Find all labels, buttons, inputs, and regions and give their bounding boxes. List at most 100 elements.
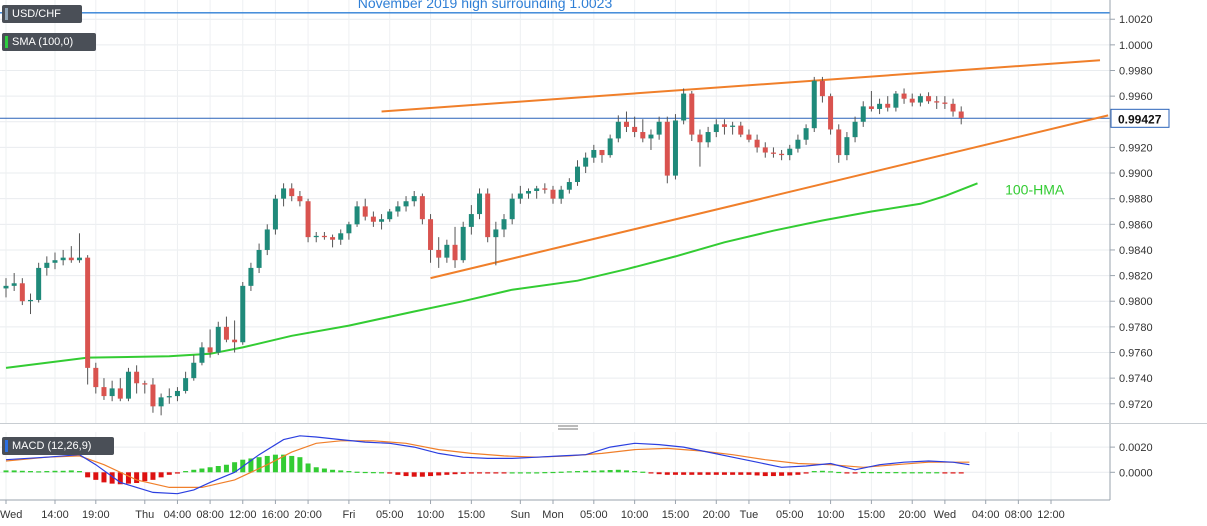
candle-body [623, 121, 629, 127]
macd-histogram-bar [330, 469, 336, 473]
candle-body [526, 190, 532, 194]
macd-histogram-bar [958, 472, 964, 474]
y-tick-label: 0.9800 [1119, 296, 1153, 308]
macd-histogram-bar [313, 467, 319, 473]
candle-body [909, 98, 915, 103]
grid-lines [0, 0, 1110, 500]
candle [313, 232, 319, 243]
candle-body [289, 188, 295, 197]
candle-body [166, 396, 172, 398]
candle-body [893, 93, 899, 108]
y-tick-label: 0.9900 [1119, 168, 1153, 180]
y-tick-label: 0.9760 [1119, 348, 1153, 360]
candle [607, 134, 613, 158]
macd-histogram-bar [19, 470, 25, 473]
candle [444, 239, 450, 263]
candle [207, 329, 213, 358]
y-tick-label: 0.9720 [1119, 399, 1153, 411]
x-tick-label: Thu [135, 509, 154, 521]
macd-histogram-bar [354, 471, 360, 473]
current-price-box [1110, 108, 1170, 128]
macd-histogram-bar [950, 472, 956, 474]
y-tick-label: 0.9740 [1119, 373, 1153, 385]
candle [689, 91, 695, 141]
macd-histogram-bar [738, 472, 744, 475]
symbol-label[interactable]: USD/CHF [2, 5, 82, 23]
candle-body [68, 257, 74, 261]
candle [395, 201, 401, 217]
macd-histogram-bar [174, 472, 180, 474]
macd-histogram-bar [828, 471, 834, 473]
candle-body [452, 244, 458, 261]
candle-body [836, 129, 842, 156]
candle [501, 214, 507, 238]
macd-histogram-bar [648, 472, 654, 474]
candle [297, 190, 303, 207]
macd-histogram-bar [101, 472, 107, 483]
macd-histogram-bar [428, 472, 434, 477]
x-tick-label: 20:00 [294, 509, 322, 521]
candle [215, 321, 221, 356]
macd-histogram-bar [868, 472, 874, 474]
candle [468, 205, 474, 235]
macd-histogram-bar [27, 471, 33, 473]
x-tick-label: Wed [934, 509, 956, 521]
macd-histogram-bar [256, 457, 262, 473]
macd-histogram-bar [615, 469, 621, 473]
macd-histogram-bar [762, 472, 768, 477]
candle [852, 116, 858, 143]
candle-body [885, 103, 891, 108]
candle-body [485, 193, 491, 238]
y-tick-label: 0.9860 [1119, 219, 1153, 231]
macd-histogram-bar [501, 472, 507, 474]
candle-body [19, 283, 25, 302]
candle-body [76, 257, 82, 261]
candle-body [207, 347, 213, 353]
candle [574, 160, 580, 186]
candle-body [199, 347, 205, 363]
x-tick-label: 10:00 [417, 509, 445, 521]
macd-histogram-bar [746, 472, 752, 475]
candle-body [681, 93, 687, 121]
candle [68, 246, 74, 263]
candle [909, 93, 915, 107]
candle [93, 362, 99, 394]
macd-histogram-bar [248, 458, 254, 473]
macd-histogram-bar [844, 472, 850, 474]
candle-body [754, 139, 760, 148]
macd-histogram-bar [730, 472, 736, 475]
candle [387, 208, 393, 222]
candle [697, 129, 703, 167]
candle [534, 185, 540, 199]
candle [36, 262, 42, 303]
candle-body [713, 124, 719, 133]
candle [428, 214, 434, 263]
macd-indicator-label[interactable]: MACD (12,26,9) [2, 437, 114, 455]
candle-body [403, 201, 409, 207]
macd-y-tick-label: 0.0000 [1119, 467, 1153, 479]
macd-histogram-bar [934, 472, 940, 474]
candle-body [493, 229, 499, 238]
y-tick-label: 0.9840 [1119, 245, 1153, 257]
macd-histogram-bar [338, 470, 344, 473]
candle [166, 388, 172, 404]
candle-body [477, 193, 483, 215]
macd-histogram-bar [68, 470, 74, 473]
x-tick-label: Wed [0, 509, 22, 521]
candle-body [223, 326, 229, 340]
candle [811, 76, 817, 133]
candle-body [313, 235, 319, 238]
macd-histogram-bar [232, 462, 238, 473]
candle [134, 365, 140, 394]
y-tick-label: 1.0000 [1119, 40, 1153, 52]
macd-histogram-bar [142, 472, 148, 482]
macd-panel [3, 435, 970, 495]
candle [3, 278, 9, 298]
candle [738, 121, 744, 138]
candle-body [379, 219, 385, 222]
sma-indicator-label[interactable]: SMA (100,0) [2, 33, 96, 51]
x-tick-label: 05:00 [776, 509, 804, 521]
candle [52, 252, 58, 270]
macd-histogram-bar [158, 472, 164, 478]
